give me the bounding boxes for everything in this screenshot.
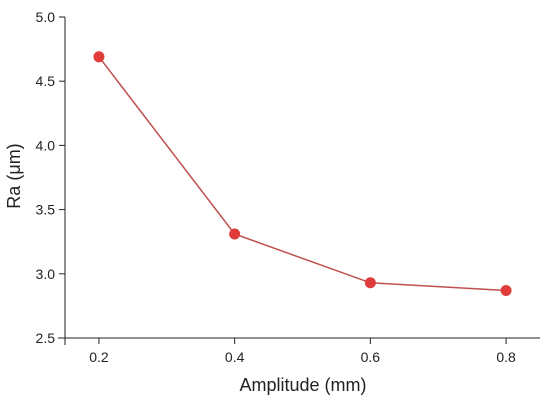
series-line — [98, 56, 507, 292]
data-point — [500, 284, 512, 296]
y-tick-label: 5.0 — [36, 9, 56, 25]
x-axis-label: Amplitude (mm) — [239, 375, 366, 395]
y-tick-label: 3.0 — [36, 266, 56, 282]
data-point — [364, 277, 376, 289]
y-axis-ticks: 2.5 3.0 3.5 4.0 4.5 5.0 — [36, 9, 65, 346]
axes — [58, 17, 540, 345]
x-axis-ticks: 0.2 0.4 0.6 0.8 — [89, 338, 516, 365]
data-point — [93, 51, 105, 63]
y-tick-label: 2.5 — [36, 330, 56, 346]
y-axis-label: Ra (μm) — [4, 143, 24, 208]
y-tick-label: 4.5 — [36, 73, 56, 89]
data-point — [229, 228, 241, 240]
x-tick-label: 0.4 — [225, 349, 245, 365]
y-tick-label: 4.0 — [36, 137, 56, 153]
x-tick-label: 0.8 — [496, 349, 516, 365]
x-tick-label: 0.2 — [89, 349, 109, 365]
y-tick-label: 3.5 — [36, 202, 56, 218]
series-layer — [93, 51, 512, 296]
x-tick-label: 0.6 — [361, 349, 381, 365]
